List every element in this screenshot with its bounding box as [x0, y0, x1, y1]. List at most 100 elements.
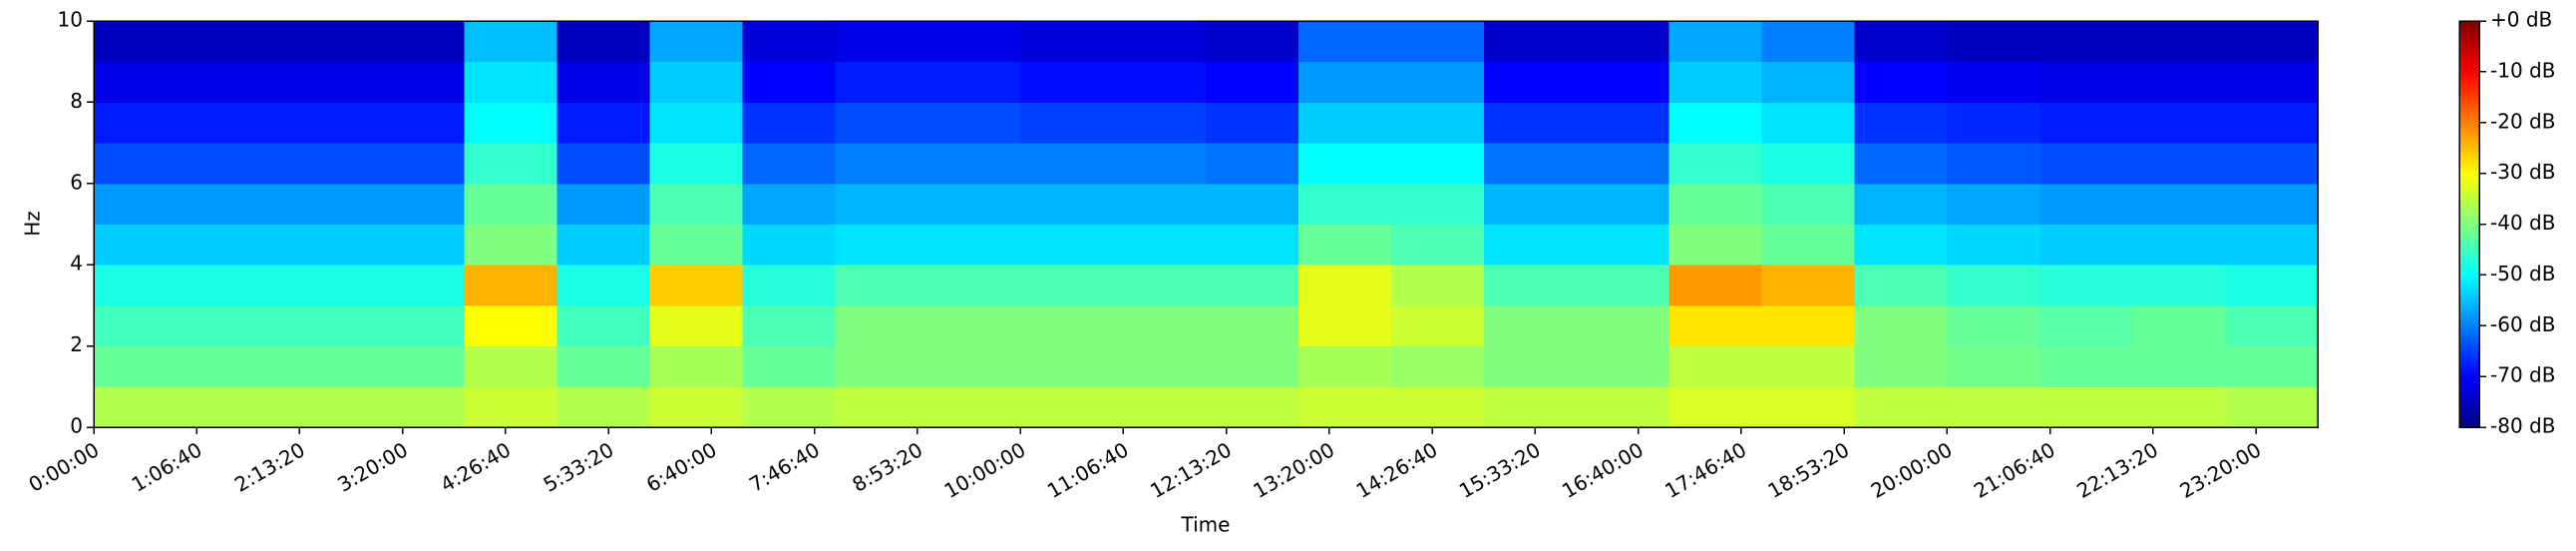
- heatmap-cell: [1761, 183, 1855, 225]
- colorbar-segment: [2459, 141, 2479, 144]
- heatmap-cell: [278, 304, 373, 347]
- heatmap-cell: [278, 345, 373, 387]
- colorbar-segment: [2459, 357, 2479, 361]
- heatmap-cell: [1206, 21, 1299, 63]
- colorbar-segment: [2459, 284, 2479, 288]
- heatmap-cell: [1854, 21, 1948, 63]
- colorbar-segment: [2459, 292, 2479, 296]
- heatmap-cell: [649, 102, 743, 144]
- colorbar-segment: [2459, 378, 2479, 381]
- heatmap-cell: [1947, 21, 2040, 63]
- heatmap-cell: [1854, 102, 1948, 144]
- heatmap-cell: [464, 345, 558, 387]
- heatmap-cell: [1390, 304, 1485, 347]
- colorbar-segment: [2459, 210, 2479, 213]
- colorbar-segment: [2459, 418, 2479, 422]
- colorbar-segment: [2459, 240, 2479, 244]
- heatmap-cell: [1020, 386, 1114, 428]
- colorbar-segment: [2459, 288, 2479, 292]
- colorbar-segment: [2459, 122, 2479, 126]
- heatmap-cell: [1113, 61, 1207, 103]
- colorbar-segment: [2459, 246, 2479, 250]
- heatmap-cell: [464, 61, 558, 103]
- heatmap-cell: [649, 345, 743, 387]
- heatmap-cell: [742, 304, 836, 347]
- x-tick-label: 11:06:40: [1043, 437, 1133, 503]
- heatmap-cell: [2132, 345, 2226, 387]
- heatmap-cell: [1483, 304, 1578, 347]
- heatmap-cell: [1390, 61, 1485, 103]
- colorbar-tick-label: -10 dB: [2490, 58, 2555, 82]
- heatmap-cell: [927, 265, 1021, 306]
- colorbar-segment: [2459, 327, 2479, 330]
- colorbar-tick-label: -30 dB: [2490, 160, 2555, 184]
- heatmap-cell: [94, 304, 187, 347]
- x-tick-label: 4:26:40: [436, 437, 515, 496]
- heatmap-cell: [1576, 224, 1670, 266]
- heatmap-cell: [1206, 345, 1299, 387]
- colorbar-segment: [2459, 214, 2479, 217]
- heatmap-cell: [927, 183, 1021, 225]
- heatmap-cell: [1483, 183, 1578, 225]
- colorbar-segment: [2459, 414, 2479, 418]
- colorbar-segment: [2459, 308, 2479, 312]
- colorbar-segment: [2459, 33, 2479, 36]
- colorbar-segment: [2459, 335, 2479, 339]
- heatmap-cell: [1483, 224, 1578, 266]
- heatmap-cell: [742, 265, 836, 306]
- colorbar-segment: [2459, 376, 2479, 379]
- heatmap-cell: [1390, 345, 1485, 387]
- heatmap-cell: [464, 304, 558, 347]
- colorbar-segment: [2459, 206, 2479, 209]
- heatmap-cell: [1854, 265, 1948, 306]
- colorbar-segment: [2459, 104, 2479, 108]
- colorbar-segment: [2459, 86, 2479, 89]
- colorbar-segment: [2459, 80, 2479, 83]
- heatmap-cell: [1020, 61, 1114, 103]
- heatmap-cell: [1668, 183, 1762, 225]
- heatmap-cell: [1206, 61, 1299, 103]
- heatmap-cell: [2225, 345, 2319, 387]
- heatmap-cell: [185, 143, 280, 185]
- heatmap-cell: [1113, 224, 1207, 266]
- colorbar-segment: [2459, 41, 2479, 44]
- heatmap-cell: [1390, 224, 1485, 266]
- colorbar-segment: [2459, 114, 2479, 118]
- colorbar-segment: [2459, 43, 2479, 47]
- heatmap-cell: [2039, 21, 2133, 63]
- colorbar-segment: [2459, 130, 2479, 134]
- heatmap-cell: [2132, 21, 2226, 63]
- colorbar-segment: [2459, 319, 2479, 322]
- colorbar-tick-label: +0 dB: [2490, 8, 2552, 32]
- colorbar-segment: [2459, 177, 2479, 181]
- heatmap-cell: [464, 143, 558, 185]
- heatmap-cell: [835, 61, 928, 103]
- y-tick-label: 0: [70, 414, 83, 438]
- heatmap-cell: [2132, 386, 2226, 428]
- heatmap-cell: [742, 224, 836, 266]
- heatmap-cell: [1854, 345, 1948, 387]
- heatmap-cell: [835, 304, 928, 347]
- heatmap-cell: [742, 21, 836, 63]
- heatmap-cell: [185, 224, 280, 266]
- heatmap-cell: [649, 265, 743, 306]
- y-tick-label: 8: [70, 89, 83, 113]
- colorbar-segment: [2459, 112, 2479, 116]
- colorbar-segment: [2459, 234, 2479, 238]
- colorbar-segment: [2459, 276, 2479, 280]
- colorbar-segment: [2459, 171, 2479, 175]
- colorbar-segment: [2459, 244, 2479, 248]
- heatmap-cell: [649, 21, 743, 63]
- colorbar-segment: [2459, 118, 2479, 122]
- x-tick-label: 13:20:00: [1249, 437, 1338, 503]
- colorbar-segment: [2459, 396, 2479, 400]
- colorbar-segment: [2459, 75, 2479, 79]
- heatmap-cell: [1947, 183, 2040, 225]
- x-tick-label: 7:46:40: [745, 437, 824, 496]
- heatmap-cell: [1761, 224, 1855, 266]
- heatmap-cell: [278, 224, 373, 266]
- colorbar-segment: [2459, 53, 2479, 57]
- colorbar-segment: [2459, 228, 2479, 232]
- heatmap-cell: [835, 224, 928, 266]
- heatmap-cell: [1206, 143, 1299, 185]
